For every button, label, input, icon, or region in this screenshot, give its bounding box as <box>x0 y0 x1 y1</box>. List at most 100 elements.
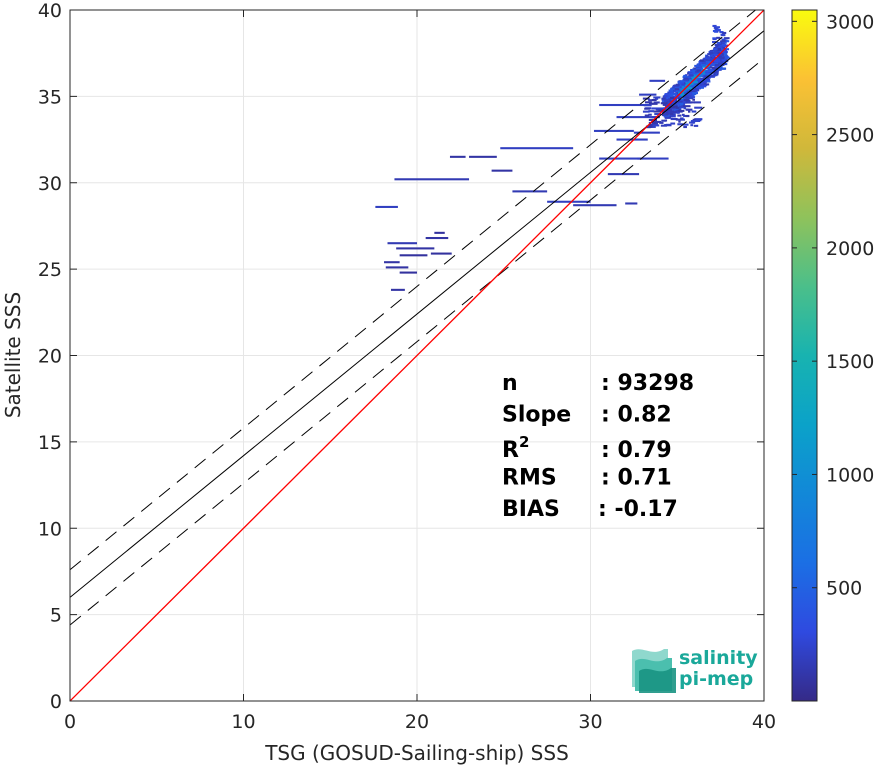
fit-lines <box>70 10 764 701</box>
density-cell <box>701 62 706 65</box>
density-cell <box>696 89 700 92</box>
density-cell <box>714 43 719 47</box>
density-cell <box>665 102 671 106</box>
stat-label: n <box>502 371 518 396</box>
density-cell <box>659 121 664 124</box>
colorbar-tick-label: 1000 <box>826 464 874 486</box>
density-cell <box>689 79 693 82</box>
y-tick-label: 25 <box>38 259 62 281</box>
density-cell <box>687 87 693 90</box>
density-cell <box>681 92 686 95</box>
density-cell <box>718 62 723 65</box>
density-cell <box>698 78 703 81</box>
density-cell <box>674 103 680 106</box>
density-cell <box>714 47 721 51</box>
density-cell <box>675 109 680 112</box>
density-cell <box>692 68 696 71</box>
density-cell <box>721 34 726 37</box>
density-cell <box>689 90 695 93</box>
density-cell <box>648 102 653 105</box>
density-cell <box>676 111 680 114</box>
density-cell <box>653 122 657 125</box>
density-cell <box>673 84 679 87</box>
density-cell <box>702 77 707 80</box>
density-segment <box>387 242 417 245</box>
density-cell <box>683 98 689 101</box>
density-cell <box>712 68 717 71</box>
density-cell <box>692 76 697 79</box>
density-cell <box>712 71 718 74</box>
density-segment <box>384 261 400 264</box>
density-cell <box>686 93 690 96</box>
density-cell <box>668 89 674 92</box>
density-cell <box>664 93 668 96</box>
density-cell <box>667 107 674 110</box>
density-cell <box>711 55 715 58</box>
upper-dashed-line <box>70 10 757 571</box>
density-cell <box>670 88 675 91</box>
density-segment <box>491 169 513 172</box>
density-cell <box>687 110 691 113</box>
density-cell <box>680 103 683 106</box>
density-cell <box>651 102 658 105</box>
density-cell <box>681 113 685 116</box>
density-cell <box>648 124 655 127</box>
density-cell <box>682 75 687 78</box>
density-cell <box>661 98 665 101</box>
density-cell <box>714 60 719 63</box>
density-cell <box>697 81 700 84</box>
density-segment <box>375 205 398 208</box>
density-cell <box>664 124 668 127</box>
y-tick-label: 0 <box>50 691 62 713</box>
density-cell <box>648 99 653 102</box>
density-cell <box>681 83 685 86</box>
density-cell <box>665 114 670 117</box>
x-tick-label: 30 <box>578 711 602 733</box>
density-cell <box>713 51 717 54</box>
density-cell <box>701 70 706 73</box>
density-cell <box>719 31 724 34</box>
density-segment <box>599 103 652 107</box>
density-cell <box>713 53 718 57</box>
stat-value: : -0.17 <box>598 497 678 522</box>
density-cell <box>720 67 726 70</box>
density-cell <box>704 79 707 82</box>
density-cell <box>692 93 695 96</box>
density-cell <box>677 123 683 126</box>
density-cell <box>681 86 685 89</box>
colorbar-tick-label: 1500 <box>826 351 874 373</box>
stat-label: Slope <box>502 403 571 428</box>
colorbar-tick-label: 3000 <box>826 11 874 33</box>
density-cell <box>683 107 687 110</box>
density-cell <box>682 96 686 99</box>
stat-label: RMS <box>502 466 557 491</box>
density-cell <box>694 74 699 77</box>
density-segment <box>637 157 669 160</box>
density-cell <box>703 71 706 74</box>
density-cell <box>665 111 669 114</box>
density-cell <box>687 81 692 84</box>
density-cell <box>716 36 721 39</box>
density-cell <box>669 111 678 114</box>
logo-wave-icon-front <box>639 668 676 693</box>
density-cell <box>722 31 727 35</box>
density-segment <box>599 157 643 160</box>
density-cell <box>710 64 714 67</box>
y-tick-label: 15 <box>38 432 62 454</box>
stat-label: BIAS <box>502 497 560 522</box>
density-cell <box>675 108 680 111</box>
density-cell <box>712 63 715 67</box>
y-tick-label: 35 <box>38 86 62 108</box>
density-cell <box>689 85 693 88</box>
density-cell <box>692 98 696 101</box>
density-cell <box>709 54 713 57</box>
density-cell <box>663 115 667 118</box>
density-cell <box>648 110 655 113</box>
density-cell <box>694 72 699 75</box>
colorbar <box>791 9 818 702</box>
density-cell <box>686 101 692 104</box>
density-cell <box>670 117 678 121</box>
density-cell <box>690 124 694 127</box>
density-cell <box>719 47 723 50</box>
density-cell <box>712 24 717 27</box>
